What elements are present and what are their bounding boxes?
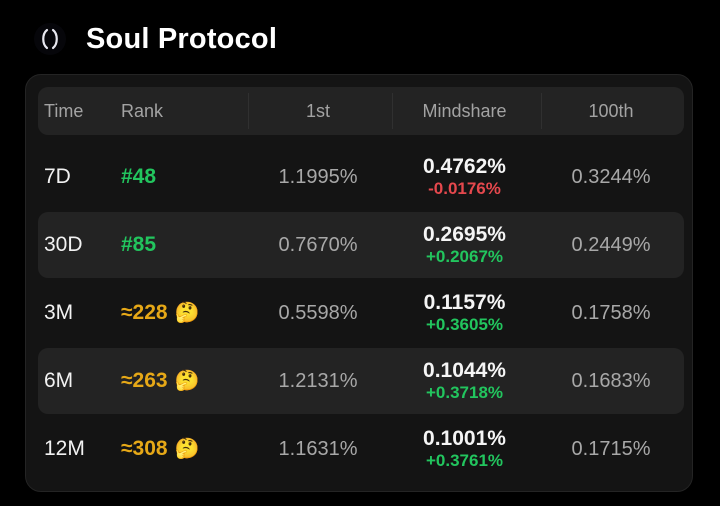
table-header-row: Time Rank 1st Mindshare 100th [38,87,684,135]
first-place-share: 0.5598% [278,301,358,324]
time-period: 6M [44,369,74,392]
rank-value: ≈308 [121,437,168,460]
mindshare-table: Time Rank 1st Mindshare 100th 7D #48 1.1… [25,74,693,492]
rank-value: #85 [121,233,157,256]
table-row[interactable]: 7D #48 1.1995% 0.4762% -0.0176% 0.3244% [38,144,684,210]
first-place-share: 1.2131% [278,369,358,392]
column-header-first[interactable]: 1st [305,100,330,121]
time-period: 3M [44,301,74,324]
mindshare-change: +0.2067% [425,247,504,266]
hundredth-place-share: 0.3244% [571,165,651,188]
mindshare-value: 0.2695% [423,223,506,246]
first-place-share: 0.7670% [278,233,358,256]
hundredth-place-share: 0.2449% [571,233,651,256]
column-header-hundredth[interactable]: 100th [588,100,634,121]
page-header: Soul Protocol [34,18,277,60]
time-period: 12M [44,437,85,460]
table-row[interactable]: 3M ≈228 🤔 0.5598% 0.1157% +0.3605% 0.175… [38,280,684,346]
time-period: 7D [44,165,71,188]
column-divider [392,93,393,129]
column-divider [248,93,249,129]
mindshare-change: +0.3605% [425,315,504,334]
rank-value: #48 [121,165,157,188]
mindshare-change: -0.0176% [428,179,501,198]
mindshare-value: 0.1001% [423,427,506,450]
thinking-face-icon: 🤔 [174,370,200,392]
column-header-time[interactable]: Time [44,100,84,121]
rank-value: ≈228 [121,301,168,324]
table-row[interactable]: 30D #85 0.7670% 0.2695% +0.2067% 0.2449% [38,212,684,278]
mindshare-value: 0.1157% [423,291,506,314]
soul-protocol-logo-icon [34,23,66,55]
mindshare-value: 0.1044% [423,359,506,382]
hundredth-place-share: 0.1758% [571,301,651,324]
thinking-face-icon: 🤔 [174,438,200,460]
hundredth-place-share: 0.1715% [571,437,651,460]
column-header-rank[interactable]: Rank [121,100,164,121]
column-header-mindshare[interactable]: Mindshare [422,100,507,121]
mindshare-change: +0.3761% [425,451,504,470]
mindshare-change: +0.3718% [425,383,504,402]
thinking-face-icon: 🤔 [174,302,200,324]
hundredth-place-share: 0.1683% [571,369,651,392]
table-row[interactable]: 12M ≈308 🤔 1.1631% 0.1001% +0.3761% 0.17… [38,416,684,482]
column-divider [541,93,542,129]
table-row[interactable]: 6M ≈263 🤔 1.2131% 0.1044% +0.3718% 0.168… [38,348,684,414]
page-title: Soul Protocol [86,22,278,55]
rank-value: ≈263 [121,369,168,392]
time-period: 30D [44,233,83,256]
first-place-share: 1.1631% [278,437,358,460]
mindshare-value: 0.4762% [423,155,506,178]
first-place-share: 1.1995% [278,165,358,188]
